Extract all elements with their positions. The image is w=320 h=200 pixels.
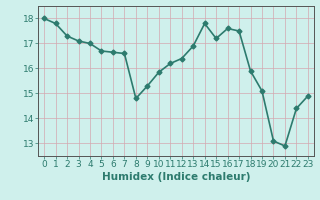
- X-axis label: Humidex (Indice chaleur): Humidex (Indice chaleur): [102, 172, 250, 182]
